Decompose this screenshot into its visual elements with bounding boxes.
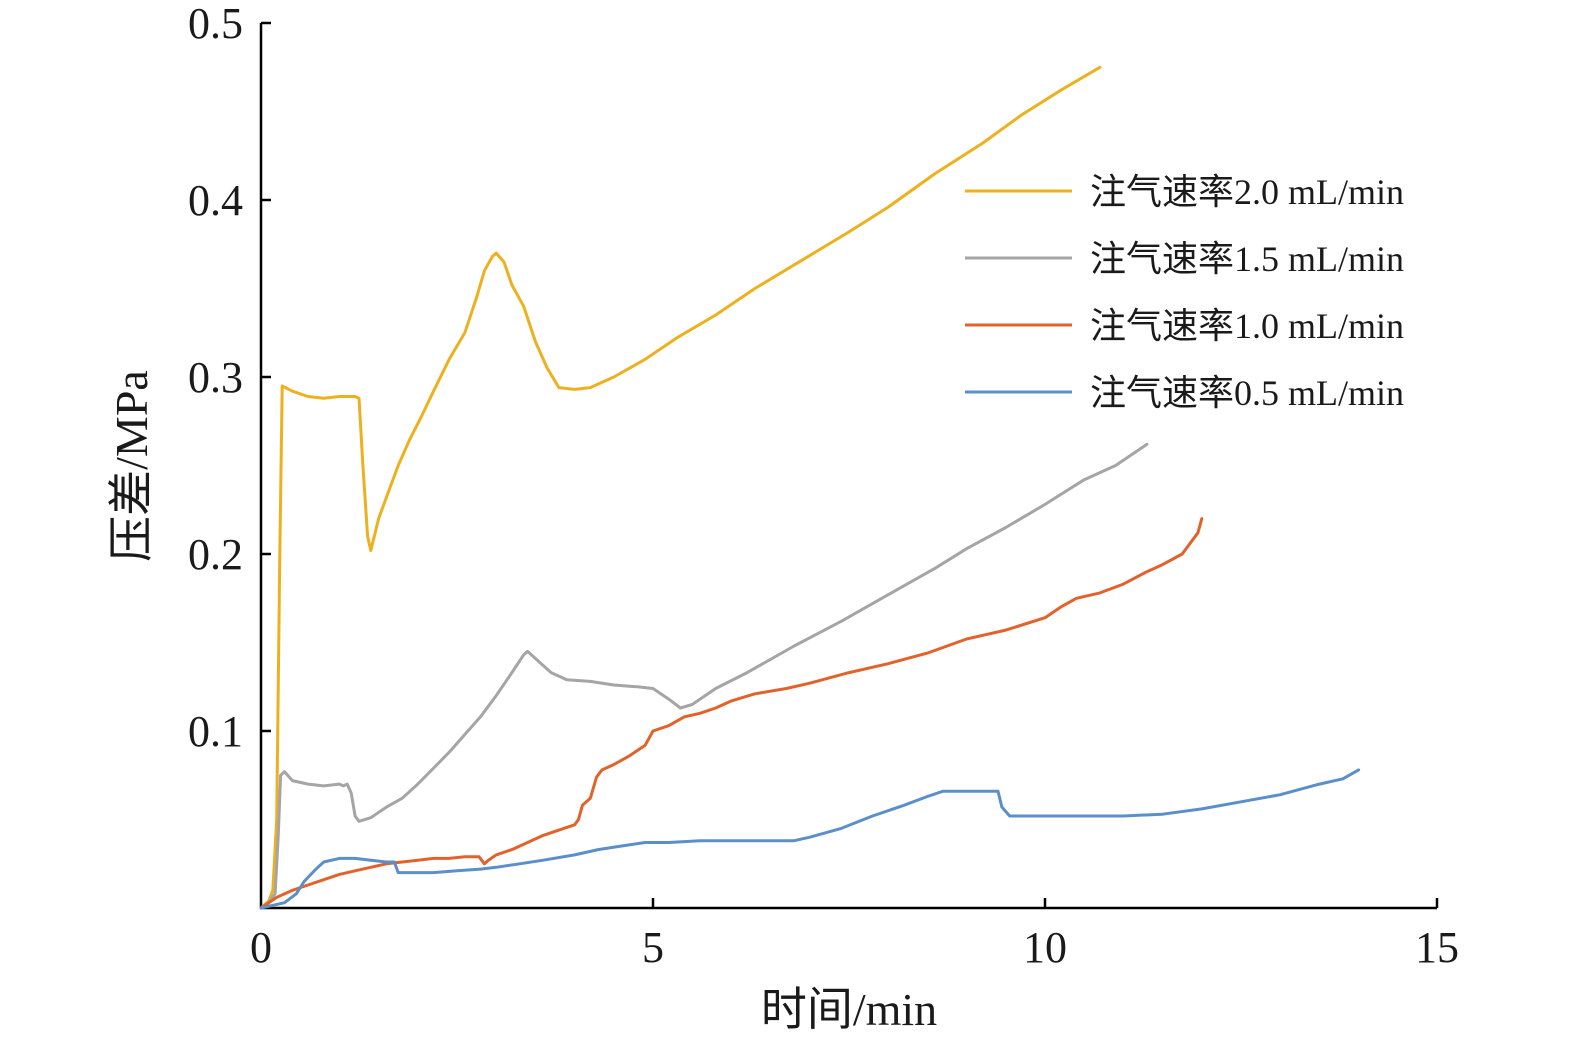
legend-label-3: 注气速率0.5 mL/min (1090, 373, 1404, 413)
y-ticks: 0.1 0.2 0.3 0.4 0.5 (188, 0, 271, 756)
x-tick-label: 0 (250, 923, 272, 972)
x-tick-label: 15 (1415, 923, 1459, 972)
x-axis-title: 时间/min (761, 984, 937, 1035)
y-tick-label: 0.3 (188, 353, 243, 402)
legend: 注气速率2.0 mL/min 注气速率1.5 mL/min 注气速率1.0 mL/m… (965, 172, 1404, 413)
series-line-3 (259, 768, 1361, 910)
y-axis-title: 压差/MPa (106, 370, 157, 562)
series-line-1 (259, 442, 1149, 910)
legend-label-2: 注气速率1.0 mL/min (1090, 306, 1404, 346)
y-tick-label: 0.5 (188, 0, 243, 48)
y-tick-label: 0.4 (188, 176, 243, 225)
series-line-2 (259, 517, 1204, 910)
y-tick-label: 0.2 (188, 530, 243, 579)
y-tick-label: 0.1 (188, 707, 243, 756)
series-line-0 (259, 65, 1102, 910)
series-layer (259, 65, 1361, 910)
x-ticks: 0 5 10 15 (250, 898, 1459, 972)
x-tick-label: 10 (1023, 923, 1067, 972)
legend-label-1: 注气速率1.5 mL/min (1090, 239, 1404, 279)
x-tick-label: 5 (642, 923, 664, 972)
legend-label-0: 注气速率2.0 mL/min (1090, 172, 1404, 212)
axes (259, 23, 1437, 910)
